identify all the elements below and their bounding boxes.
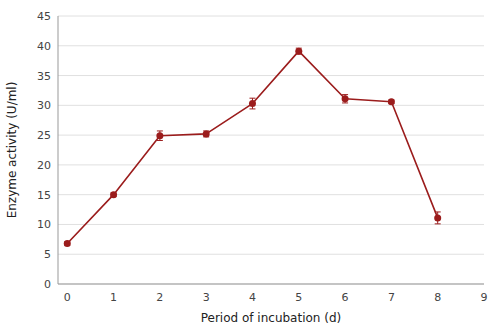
point [110,191,117,198]
grid-line [58,16,484,17]
tick-label: 35 [37,70,51,83]
grid-line [58,254,484,255]
tick-label: 15 [37,189,51,202]
point [295,48,302,55]
point [64,240,71,247]
line [67,51,437,243]
error-bar [296,48,302,54]
tick-label: 20 [37,159,51,172]
x-axis-label: Period of incubation (d) [201,311,342,325]
chart-container: 0510152025303540450123456789Period of in… [0,0,500,330]
tick-label: 6 [342,291,349,304]
x-axis [58,284,484,285]
y-axis-label: Enzyme activity (U/ml) [5,82,19,219]
grid-line [58,75,484,76]
tick-label: 30 [37,99,51,112]
series [64,48,441,247]
point [203,130,210,137]
tick-label: 9 [481,291,488,304]
point [249,100,256,107]
tick-label: 10 [37,218,51,231]
grid-line [58,45,484,46]
grid-line [58,194,484,195]
point [434,214,441,221]
grid-line [58,284,484,285]
tick-label: 8 [434,291,441,304]
error-bar [203,131,209,137]
tick-label: 25 [37,129,51,142]
grid-line [58,224,484,225]
chart: 0510152025303540450123456789Period of in… [0,0,500,330]
tick-label: 0 [64,291,71,304]
tick-label: 7 [388,291,395,304]
grid-line [58,105,484,106]
grid-line [58,135,484,136]
grid [58,16,484,284]
tick-label: 5 [295,291,302,304]
tick-label: 0 [44,278,51,291]
tick-label: 2 [156,291,163,304]
tick-label: 40 [37,40,51,53]
tick-label: 5 [44,248,51,261]
point [342,95,349,102]
y-axis [58,16,59,284]
point [156,132,163,139]
tick-label: 4 [249,291,256,304]
tick-label: 3 [203,291,210,304]
tick-label: 1 [110,291,117,304]
point [388,98,395,105]
tick-label: 45 [37,10,51,23]
error-bar [249,98,255,109]
grid-line [58,164,484,165]
